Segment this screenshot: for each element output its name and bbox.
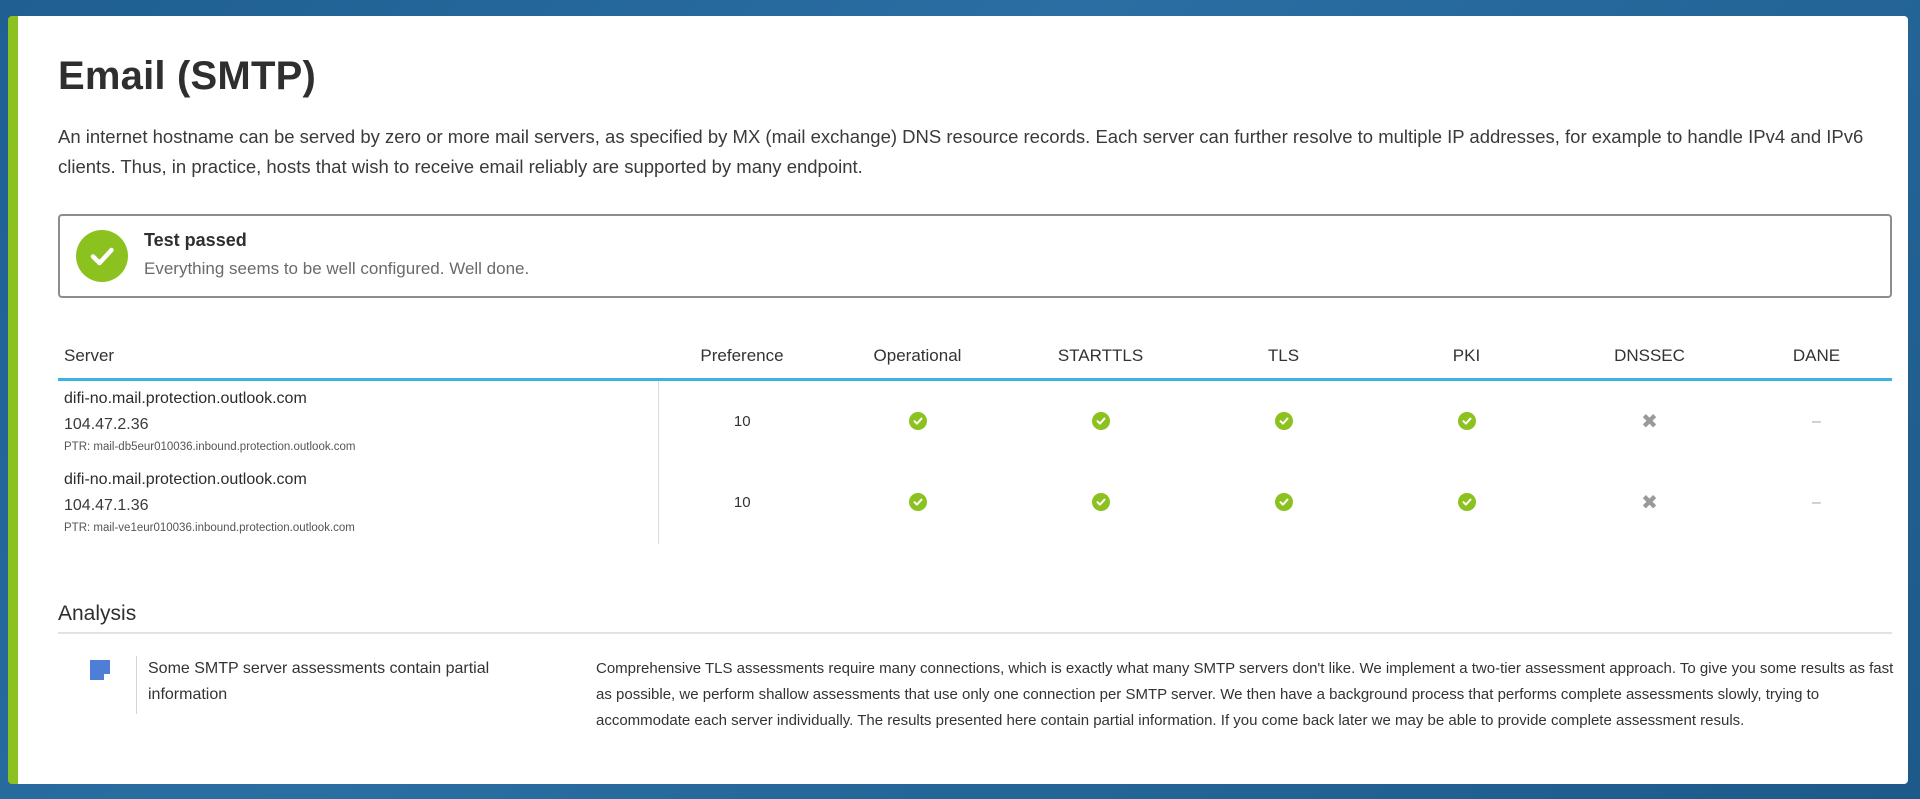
server-host: difi-no.mail.protection.outlook.com [64, 390, 307, 407]
server-cell: difi-no.mail.protection.outlook.com 104.… [58, 462, 659, 544]
test-result-box: Test passed Everything seems to be well … [58, 214, 1892, 298]
tls-cell [1192, 380, 1375, 463]
header-preference: Preference [658, 334, 826, 381]
header-tls: TLS [1192, 334, 1375, 381]
header-operational: Operational [826, 334, 1009, 381]
passed-check-icon [76, 230, 128, 282]
pki-cell [1375, 462, 1558, 543]
header-dane: DANE [1741, 334, 1892, 381]
header-server: Server [58, 334, 658, 381]
dane-value: – [1812, 493, 1821, 511]
check-icon [1274, 493, 1293, 512]
operational-cell [826, 380, 1009, 463]
tls-cell [1192, 462, 1375, 543]
intro-text: An internet hostname can be served by ze… [58, 126, 1864, 177]
check-icon [1457, 493, 1476, 512]
server-ptr: PTR: mail-ve1eur010036.inbound.protectio… [64, 522, 355, 535]
dane-cell: – [1741, 380, 1892, 463]
servers-table: Server Preference Operational STARTTLS T… [58, 334, 1892, 544]
header-dnssec: DNSSEC [1558, 334, 1741, 381]
server-host: difi-no.mail.protection.outlook.com [64, 471, 307, 489]
check-icon [1091, 493, 1110, 512]
check-icon [1274, 412, 1293, 431]
result-title: Test passed [144, 230, 247, 250]
analysis-item-title: Some SMTP server assessments contain par… [148, 660, 490, 703]
server-cell: difi-no.mail.protection.outlook.com 104.… [58, 379, 659, 463]
table-row: difi-no.mail.protection.outlook.com 104.… [58, 379, 1892, 463]
operational-cell [826, 462, 1009, 543]
header-starttls: STARTTLS [1009, 334, 1192, 381]
note-icon [90, 660, 110, 680]
cross-icon: ✖ [1641, 411, 1658, 434]
server-ip: 104.47.2.36 [64, 416, 149, 433]
starttls-cell [1009, 462, 1192, 543]
preference-cell: 10 [733, 494, 751, 512]
check-icon [1091, 412, 1110, 431]
table-row: difi-no.mail.protection.outlook.com 104.… [58, 462, 1892, 544]
check-icon [1457, 412, 1476, 431]
dane-value: – [1812, 412, 1821, 430]
dnssec-cell: ✖ [1558, 380, 1741, 463]
server-ip: 104.47.1.36 [64, 497, 149, 515]
check-icon [908, 412, 927, 431]
cross-icon: ✖ [1641, 492, 1658, 515]
email-smtp-card: Email (SMTP) An internet hostname can be… [8, 16, 1908, 784]
table-header-row: Server Preference Operational STARTTLS T… [58, 334, 1892, 381]
analysis-divider [136, 656, 137, 714]
server-ptr: PTR: mail-db5eur010036.inbound.protectio… [64, 441, 356, 453]
pki-cell [1375, 380, 1558, 463]
starttls-cell [1009, 380, 1192, 463]
preference-cell: 10 [733, 413, 751, 431]
page-title: Email (SMTP) [58, 54, 316, 98]
dnssec-cell: ✖ [1558, 462, 1741, 543]
analysis-heading: Analysis [58, 602, 1892, 634]
header-pki: PKI [1375, 334, 1558, 381]
result-subtitle: Everything seems to be well configured. … [144, 259, 530, 278]
analysis-item-body: Comprehensive TLS assessments require ma… [596, 660, 1894, 729]
dane-cell: – [1741, 462, 1892, 543]
check-icon [908, 493, 927, 512]
